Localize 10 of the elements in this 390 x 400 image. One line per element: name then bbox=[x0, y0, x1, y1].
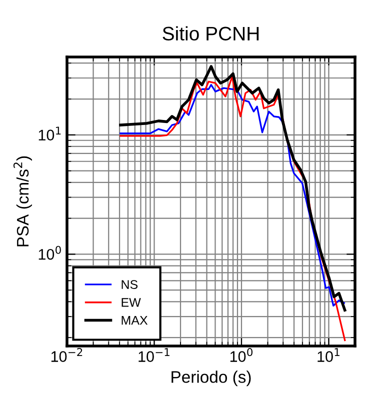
legend-label: NS bbox=[122, 280, 138, 289]
x-tick-label: 10$^{1}$ bbox=[318, 348, 340, 362]
legend-label: EW bbox=[122, 298, 141, 307]
x-tick-label: 10$^{0}$ bbox=[230, 348, 253, 362]
x-tick-label: 10$^{−2}$ bbox=[51, 348, 82, 362]
legend-label: MAX bbox=[122, 316, 148, 325]
chart-title: Sitio PCNH bbox=[162, 26, 259, 41]
y-axis-title: PSA (cm/s$^{2}$) bbox=[13, 156, 32, 246]
x-axis-title: Periodo (s) bbox=[172, 370, 251, 386]
x-tick-label: 10$^{−1}$ bbox=[138, 348, 170, 362]
